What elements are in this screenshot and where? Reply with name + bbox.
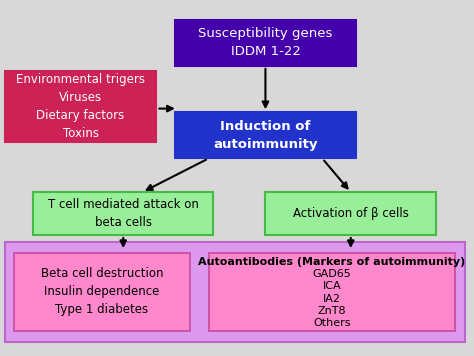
FancyBboxPatch shape	[175, 112, 356, 158]
FancyBboxPatch shape	[33, 192, 213, 235]
FancyBboxPatch shape	[5, 71, 156, 142]
Text: ZnT8: ZnT8	[318, 305, 346, 316]
FancyBboxPatch shape	[14, 253, 190, 331]
Text: IA2: IA2	[323, 294, 341, 304]
Text: Susceptibility genes
IDDM 1-22: Susceptibility genes IDDM 1-22	[198, 27, 333, 58]
FancyBboxPatch shape	[175, 20, 356, 66]
Text: Autoantibodies (Markers of autoimmunity): Autoantibodies (Markers of autoimmunity)	[198, 257, 465, 267]
Text: GAD65: GAD65	[312, 269, 351, 279]
Text: Induction of
autoimmunity: Induction of autoimmunity	[213, 120, 318, 151]
Text: Others: Others	[313, 318, 351, 328]
Text: ICA: ICA	[322, 282, 341, 292]
FancyBboxPatch shape	[265, 192, 436, 235]
Text: Environmental trigers
Viruses
Dietary factors
Toxins: Environmental trigers Viruses Dietary fa…	[16, 73, 145, 140]
Text: T cell mediated attack on
beta cells: T cell mediated attack on beta cells	[48, 198, 199, 229]
Text: Beta cell destruction
Insulin dependence
Type 1 diabetes: Beta cell destruction Insulin dependence…	[41, 267, 163, 316]
FancyBboxPatch shape	[209, 253, 455, 331]
FancyBboxPatch shape	[5, 242, 465, 342]
Text: Activation of β cells: Activation of β cells	[293, 207, 409, 220]
